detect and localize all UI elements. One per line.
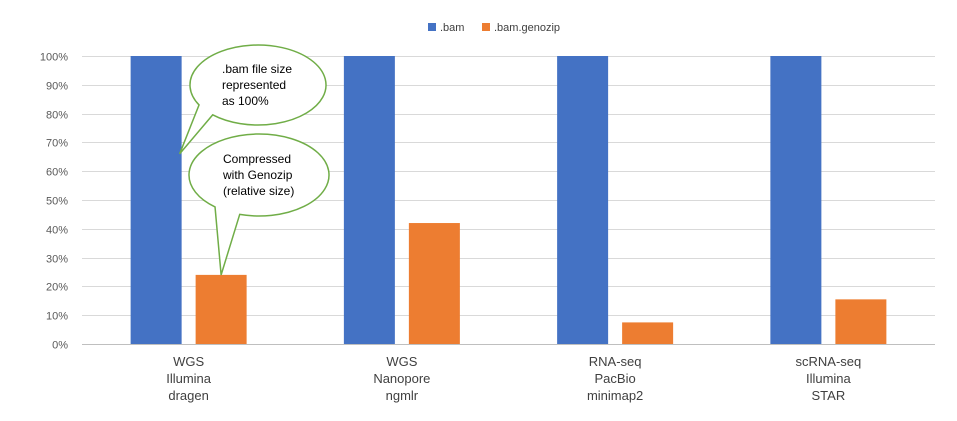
legend-label: .bam — [440, 22, 464, 34]
x-tick-label: PacBio — [595, 371, 636, 386]
x-tick-label: dragen — [168, 388, 208, 403]
bars — [130, 56, 887, 344]
y-tick-label: 40% — [46, 225, 68, 237]
x-tick-label: ngmlr — [386, 388, 419, 403]
x-tick-label: Illumina — [806, 371, 852, 386]
x-tick-label: minimap2 — [587, 388, 643, 403]
bar-bamgenozip-1 — [408, 223, 460, 344]
y-tick-label: 50% — [46, 196, 68, 208]
y-axis-ticks: 0% 10% 20% 30% 40% 50% 60% 70% 80% 90% 100% — [40, 52, 68, 352]
chart-legend: .bam .bam.genozip — [428, 22, 560, 34]
y-tick-label: 10% — [46, 311, 68, 323]
y-tick-label: 30% — [46, 254, 68, 266]
callout-text: Compressed — [223, 152, 291, 166]
x-tick-label: scRNA-seq — [796, 354, 862, 369]
legend-label: .bam.genozip — [494, 22, 560, 34]
bar-bamgenozip-2 — [622, 322, 674, 344]
y-tick-label: 100% — [40, 52, 68, 64]
x-tick-label: RNA-seq — [589, 354, 642, 369]
x-tick-label: WGS — [386, 354, 417, 369]
y-tick-label: 60% — [46, 167, 68, 179]
legend-swatch — [428, 23, 436, 31]
callout-bubble — [178, 44, 327, 155]
bar-bam-3 — [770, 56, 822, 344]
callout-bubble — [188, 133, 330, 276]
callouts: .bam file size represented as 100% Compress… — [178, 44, 330, 276]
callout-text: represented — [222, 78, 286, 92]
x-tick-label: Nanopore — [373, 371, 430, 386]
bar-bam-2 — [557, 56, 609, 344]
callout-text: as 100% — [222, 94, 269, 108]
x-tick-label: WGS — [173, 354, 204, 369]
y-tick-label: 20% — [46, 282, 68, 294]
bar-bam-1 — [343, 56, 395, 344]
x-tick-label: Illumina — [166, 371, 212, 386]
y-tick-label: 0% — [52, 340, 68, 352]
x-axis-labels: WGS Illumina dragen WGS Nanopore ngmlr RNA-seq… — [166, 354, 861, 403]
bar-bam-0 — [130, 56, 182, 344]
y-tick-label: 70% — [46, 138, 68, 150]
legend-swatch — [482, 23, 490, 31]
callout-text: with Genozip — [222, 168, 293, 182]
callout-text: (relative size) — [223, 184, 294, 198]
x-tick-label: STAR — [812, 388, 846, 403]
y-tick-label: 90% — [46, 81, 68, 93]
bar-bamgenozip-0 — [195, 274, 247, 344]
bar-bamgenozip-3 — [835, 299, 887, 344]
y-tick-label: 80% — [46, 110, 68, 122]
callout-text: .bam file size — [222, 62, 292, 76]
